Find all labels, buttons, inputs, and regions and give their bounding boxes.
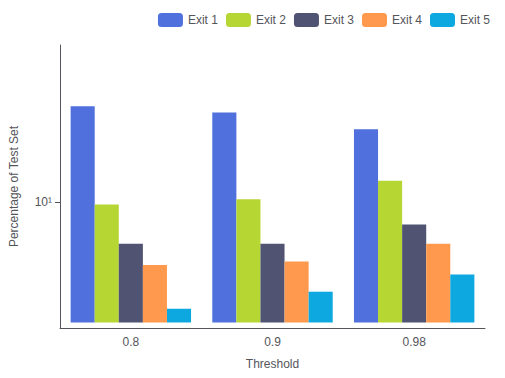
svg-text:Threshold: Threshold bbox=[246, 357, 299, 371]
svg-text:10¹: 10¹ bbox=[35, 195, 52, 209]
svg-text:0.98: 0.98 bbox=[402, 335, 426, 349]
svg-text:0.9: 0.9 bbox=[264, 335, 281, 349]
svg-text:Exit 2: Exit 2 bbox=[256, 13, 286, 27]
svg-text:Percentage of Test Set: Percentage of Test Set bbox=[7, 125, 21, 247]
svg-text:Exit 4: Exit 4 bbox=[392, 13, 422, 27]
svg-text:0.8: 0.8 bbox=[122, 335, 139, 349]
svg-text:Exit 1: Exit 1 bbox=[188, 13, 218, 27]
svg-text:Exit 5: Exit 5 bbox=[460, 13, 490, 27]
svg-text:Exit 3: Exit 3 bbox=[324, 13, 354, 27]
